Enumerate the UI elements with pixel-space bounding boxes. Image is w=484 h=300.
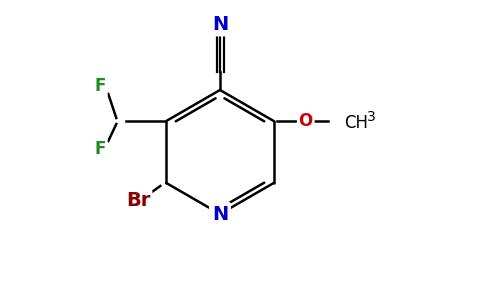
- Text: CH: CH: [344, 114, 368, 132]
- Text: F: F: [94, 77, 106, 95]
- Text: 3: 3: [367, 110, 376, 124]
- Text: N: N: [212, 16, 228, 34]
- Text: Br: Br: [126, 191, 151, 211]
- Text: O: O: [299, 112, 313, 130]
- Text: F: F: [94, 140, 106, 158]
- Text: N: N: [212, 205, 228, 224]
